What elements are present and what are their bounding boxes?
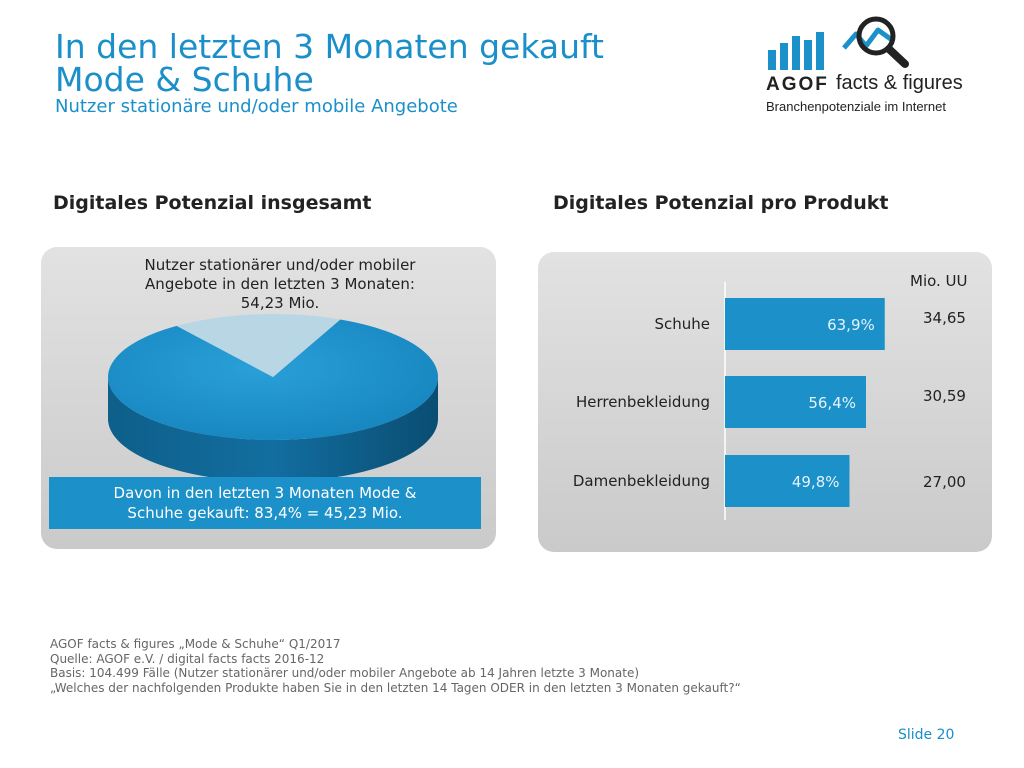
logo-product: facts & figures: [836, 72, 963, 94]
bar-secondary-value: 34,65: [923, 309, 966, 327]
pie-slice-major: [108, 319, 439, 440]
bar-secondary-value: 27,00: [923, 473, 966, 491]
footer-line: AGOF facts & figures „Mode & Schuhe“ Q1/…: [50, 637, 341, 651]
highlight-line: Davon in den letzten 3 Monaten Mode &: [113, 484, 417, 502]
logo-tagline: Branchenpotenziale im Internet: [766, 99, 946, 114]
pie-label: Nutzer stationärer und/oder mobiler Ange…: [95, 256, 465, 313]
bar-value-label: 56,4%: [808, 394, 856, 412]
highlight-box: Davon in den letzten 3 Monaten Mode & Sc…: [49, 477, 481, 529]
footer-line: Quelle: AGOF e.V. / digital facts facts …: [50, 651, 325, 666]
unit-label: Mio. UU: [910, 272, 968, 290]
page-title: In den letzten 3 Monaten gekauft: [55, 27, 604, 66]
pie-label-line: 54,23 Mio.: [240, 294, 320, 312]
bar: [725, 455, 850, 507]
footer-line: „Welches der nachfolgenden Produkte habe…: [50, 680, 741, 695]
bar: [725, 376, 866, 428]
footer-line: Basis: 104.499 Fälle (Nutzer stationärer…: [50, 666, 640, 680]
bar-secondary-value: 30,59: [923, 387, 966, 405]
pie-side-wall: [108, 377, 438, 482]
bar-chart-magnifier-icon: [768, 16, 909, 70]
page-title-line2: Mode & Schuhe: [55, 60, 314, 99]
left-section-heading: Digitales Potenzial insgesamt: [53, 192, 372, 214]
logo-brand: AGOF: [766, 74, 829, 95]
pie-slice-minor: [176, 314, 341, 377]
footer-notes: AGOF facts & figures „Mode & Schuhe“ Q1/…: [50, 637, 741, 695]
slide-number: Slide 20: [898, 727, 955, 743]
page-subtitle: Nutzer stationäre und/oder mobile Angebo…: [55, 96, 458, 117]
highlight-line: Schuhe gekauft: 83,4% = 45,23 Mio.: [127, 504, 403, 522]
bar-category-label: Schuhe: [654, 315, 710, 333]
right-section-heading: Digitales Potenzial pro Produkt: [553, 192, 889, 214]
bar-category-label: Herrenbekleidung: [576, 393, 710, 411]
bar-value-label: 49,8%: [792, 473, 840, 491]
agof-logo: AGOF facts & figures Branchenpotenziale …: [760, 12, 963, 122]
bar: [725, 298, 885, 350]
pie-label-line: Angebote in den letzten 3 Monaten:: [145, 275, 415, 293]
pie-label-line: Nutzer stationärer und/oder mobiler: [144, 256, 416, 274]
bar-value-label: 63,9%: [827, 316, 875, 334]
bar-category-label: Damenbekleidung: [573, 472, 710, 490]
